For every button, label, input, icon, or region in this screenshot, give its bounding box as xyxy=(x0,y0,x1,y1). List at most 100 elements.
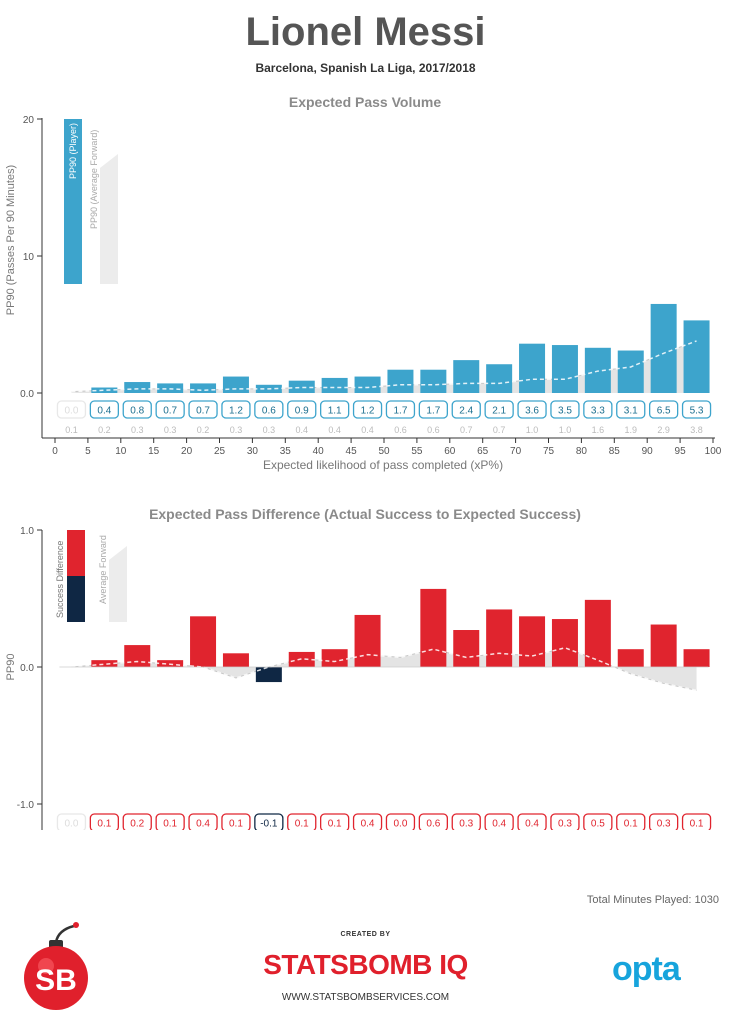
value-label: 1.7 xyxy=(393,406,407,417)
value-label-box xyxy=(254,813,284,830)
value-label-box xyxy=(484,400,514,419)
expected-pass-difference-chart: Expected Pass Difference (Actual Success… xyxy=(5,506,712,830)
x-tick-label: 35 xyxy=(280,446,292,457)
value-label-box xyxy=(616,813,646,830)
chart-title: Expected Pass Volume xyxy=(289,94,441,110)
x-tick-label: 0 xyxy=(52,446,58,457)
legend-player-swatch xyxy=(64,119,82,284)
x-tick-label: 50 xyxy=(378,446,390,457)
value-label: 0.1 xyxy=(97,819,111,830)
y-tick-label: 20 xyxy=(23,115,35,126)
total-minutes-played: Total Minutes Played: 1030 xyxy=(586,894,719,906)
value-label: 2.1 xyxy=(492,406,506,417)
value-label-box xyxy=(418,400,449,419)
bar xyxy=(453,360,480,393)
value-label: 0.1 xyxy=(328,819,342,830)
value-label: 0.4 xyxy=(97,406,111,417)
expected-pass-volume-chart: Expected Pass Volume 0.0 10 20 PP90 (Passes … xyxy=(5,94,722,472)
bar xyxy=(288,380,315,393)
value-label-box xyxy=(287,400,317,419)
value-label-box xyxy=(155,400,185,419)
value-label-box xyxy=(89,400,119,419)
value-label: 3.6 xyxy=(525,406,539,417)
bar xyxy=(420,588,447,667)
bar xyxy=(387,369,414,393)
bar xyxy=(124,382,151,393)
average-value-label: 3.8 xyxy=(690,425,703,435)
value-label: 0.1 xyxy=(295,819,309,830)
x-tick-label: 25 xyxy=(214,446,226,457)
statsbomb-url[interactable]: WWW.STATSBOMBSERVICES.COM xyxy=(281,992,450,1003)
value-label-box xyxy=(583,400,613,419)
value-label-box xyxy=(221,400,251,419)
value-label: 0.3 xyxy=(558,819,572,830)
x-tick-label: 10 xyxy=(115,446,127,457)
value-label: 0.4 xyxy=(525,819,539,830)
x-tick-label: 85 xyxy=(609,446,621,457)
page-title: Lionel Messi xyxy=(245,10,486,54)
value-label: 0.6 xyxy=(426,819,440,830)
value-label: 0.0 xyxy=(393,819,407,830)
bar xyxy=(222,376,249,393)
bar xyxy=(354,376,381,393)
value-label: 1.7 xyxy=(426,406,440,417)
value-label-box xyxy=(352,400,383,419)
created-by-label: CREATED BY xyxy=(340,931,391,938)
x-tick-label: 80 xyxy=(576,446,588,457)
value-label: 0.6 xyxy=(262,406,276,417)
average-value-label: 0.2 xyxy=(98,425,111,435)
value-label: 0.1 xyxy=(690,819,704,830)
average-value-label: 1.9 xyxy=(624,425,637,435)
average-value-label: 0.6 xyxy=(394,425,407,435)
value-label-box xyxy=(56,813,87,830)
statsbomb-iq-brand: STATSBOMB IQ xyxy=(0,949,731,981)
x-tick-label: 30 xyxy=(247,446,259,457)
value-label-box xyxy=(56,400,87,419)
value-label: 0.5 xyxy=(591,819,605,830)
value-label: 0.7 xyxy=(163,406,177,417)
average-value-label: 0.7 xyxy=(493,425,506,435)
x-tick-label: 75 xyxy=(543,446,555,457)
average-value-label: 0.3 xyxy=(263,425,276,435)
value-label: 0.7 xyxy=(196,406,210,417)
bar xyxy=(354,614,381,667)
average-value-label: 1.6 xyxy=(592,425,605,435)
value-label: 0.1 xyxy=(229,819,243,830)
average-value-label: 1.0 xyxy=(526,425,539,435)
x-tick-label: 90 xyxy=(642,446,654,457)
bar xyxy=(91,660,118,667)
value-label: 6.5 xyxy=(657,406,671,417)
value-label: 3.3 xyxy=(591,406,605,417)
value-label-box xyxy=(550,400,580,419)
legend-average-label: PP90 (Average Forward) xyxy=(89,130,99,229)
value-label-box xyxy=(188,400,218,419)
bar xyxy=(190,616,217,667)
value-label-box xyxy=(583,813,613,830)
bar xyxy=(124,645,151,667)
x-tick-label: 55 xyxy=(411,446,423,457)
value-label: 0.4 xyxy=(196,819,210,830)
statsbomb-bomb-logo: SB xyxy=(24,922,88,1010)
average-value-label: 0.4 xyxy=(295,425,308,435)
bar xyxy=(420,369,447,393)
value-label: 0.1 xyxy=(163,819,177,830)
value-label: 0.0 xyxy=(64,406,78,417)
x-tick-label: 40 xyxy=(313,446,325,457)
value-label: 3.5 xyxy=(558,406,572,417)
value-label: 1.2 xyxy=(361,406,375,417)
brand-statsbomb: STATSBOMB xyxy=(263,949,432,980)
bar xyxy=(551,619,578,667)
legend-average-label: Average Forward xyxy=(98,535,108,604)
bar xyxy=(551,345,578,393)
average-value-label: 0.4 xyxy=(361,425,374,435)
bar xyxy=(584,599,611,667)
bar xyxy=(453,630,480,667)
value-label: 3.1 xyxy=(624,406,638,417)
bar xyxy=(519,343,546,393)
x-tick-label: 15 xyxy=(148,446,160,457)
value-label: 5.3 xyxy=(690,406,704,417)
value-label-box xyxy=(122,813,152,830)
value-label-box xyxy=(649,400,679,419)
value-label-box xyxy=(649,813,679,830)
value-label: 0.3 xyxy=(459,819,473,830)
